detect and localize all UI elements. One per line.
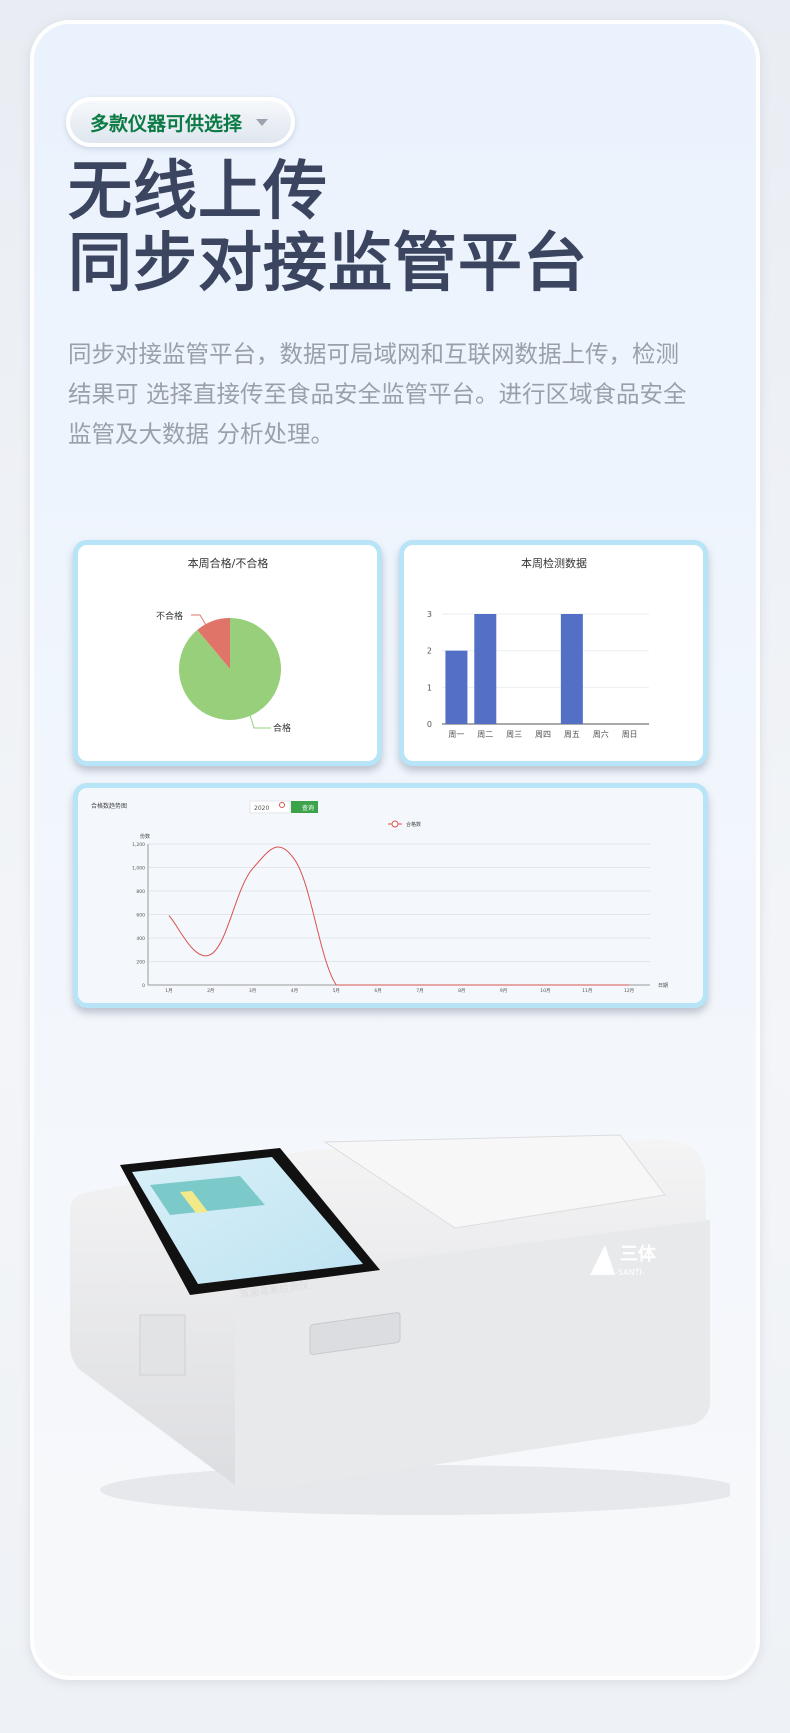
bar [445,650,468,724]
instrument-device-image: 真菌毒素检测仪 三体 -SANTI- [70,1134,730,1515]
brand-logo: 三体 [620,1243,657,1265]
pie-slice [197,618,230,669]
x-tick-label: 6月 [374,988,381,994]
x-tick-label: 9月 [500,988,507,994]
x-tick-label: 周五 [564,730,580,739]
brand-logo-sub: -SANTI- [615,1268,645,1277]
x-tick-label: 4月 [291,988,298,994]
x-tick-label: 周二 [477,730,493,739]
series-line [168,846,630,986]
query-button-label: 查询 [302,804,314,812]
x-tick-label: 周六 [593,729,609,739]
bar [560,614,583,724]
pie-slice [179,618,281,720]
pie-label: 合格 [273,722,291,734]
pie-chart-panel: 本周合格/不合格不合格合格 [73,540,382,766]
chart-title: 本周合格/不合格 [188,556,269,570]
query-button[interactable] [291,801,318,813]
pie-label-line [191,614,207,626]
x-tick-label: 12月 [624,988,634,994]
year-input-value[interactable]: 2020 [254,805,269,812]
x-axis-label: 日期 [658,983,668,989]
headline-line2: 同步对接监管平台 [68,227,588,301]
x-tick-label: 8月 [458,988,465,994]
pie-label-line [249,714,271,729]
x-tick-label: 10月 [540,988,550,994]
instrument-selector[interactable]: 多款仪器可供选择 [66,97,295,147]
x-tick-label: 1月 [165,988,172,994]
bar-chart-panel: 本周检测数据 0 1 2 3 周一 周二 周三 周四 周五 周六 周日 [399,540,708,766]
chevron-down-icon [256,118,269,126]
y-tick-label: 0 [142,983,145,989]
legend-marker [391,820,399,828]
search-icon [279,802,285,808]
x-tick-label: 周三 [506,730,522,739]
y-tick-label: 1,000 [132,866,145,872]
bar-chart: 本周检测数据 0 1 2 3 周一 周二 周三 周四 周五 周六 周日 [427,556,649,739]
y-tick-label: 400 [136,936,145,942]
description-line: 结果可 选择直接传至食品安全监管平台。进行区域食品安全 [68,380,687,408]
y-tick-label: 200 [136,960,145,966]
bar [474,614,497,724]
x-tick-label: 周日 [622,730,638,739]
y-tick-label: 1 [427,683,432,692]
chart-title: 合格数趋势图 [91,802,127,810]
description: 同步对接监管平台，数据可局域网和互联网数据上传，检测 结果可 选择直接传至食品安… [68,334,698,454]
y-tick-label: 1,200 [132,842,145,848]
description-line: 监管及大数据 分析处理。 [68,420,334,448]
x-tick-label: 2月 [207,988,214,994]
y-tick-label: 600 [136,913,145,919]
y-tick-label: 2 [427,647,432,656]
description-line: 同步对接监管平台，数据可局域网和互联网数据上传，检测 [68,340,679,368]
pie-label: 不合格 [156,610,183,622]
headline-line1: 无线上传 [68,155,328,229]
line-chart-panel: 合格数趋势图 2020 查询合格数份数 0 200 400 600 800 1,000 1,200… [73,783,708,1008]
x-tick-label: 3月 [249,988,256,994]
y-tick-label: 3 [427,610,432,619]
instrument-selector-label: 多款仪器可供选择 [90,112,243,135]
chart-title: 本周检测数据 [521,556,587,570]
y-tick-label: 0 [427,720,432,729]
y-axis-label: 份数 [140,833,150,840]
x-tick-label: 7月 [416,988,423,994]
x-tick-label: 周四 [535,730,551,739]
y-tick-label: 800 [136,889,145,895]
x-tick-label: 周一 [448,730,464,739]
legend-label: 合格数 [406,821,421,828]
x-tick-label: 5月 [333,988,340,994]
x-tick-label: 11月 [582,988,592,994]
